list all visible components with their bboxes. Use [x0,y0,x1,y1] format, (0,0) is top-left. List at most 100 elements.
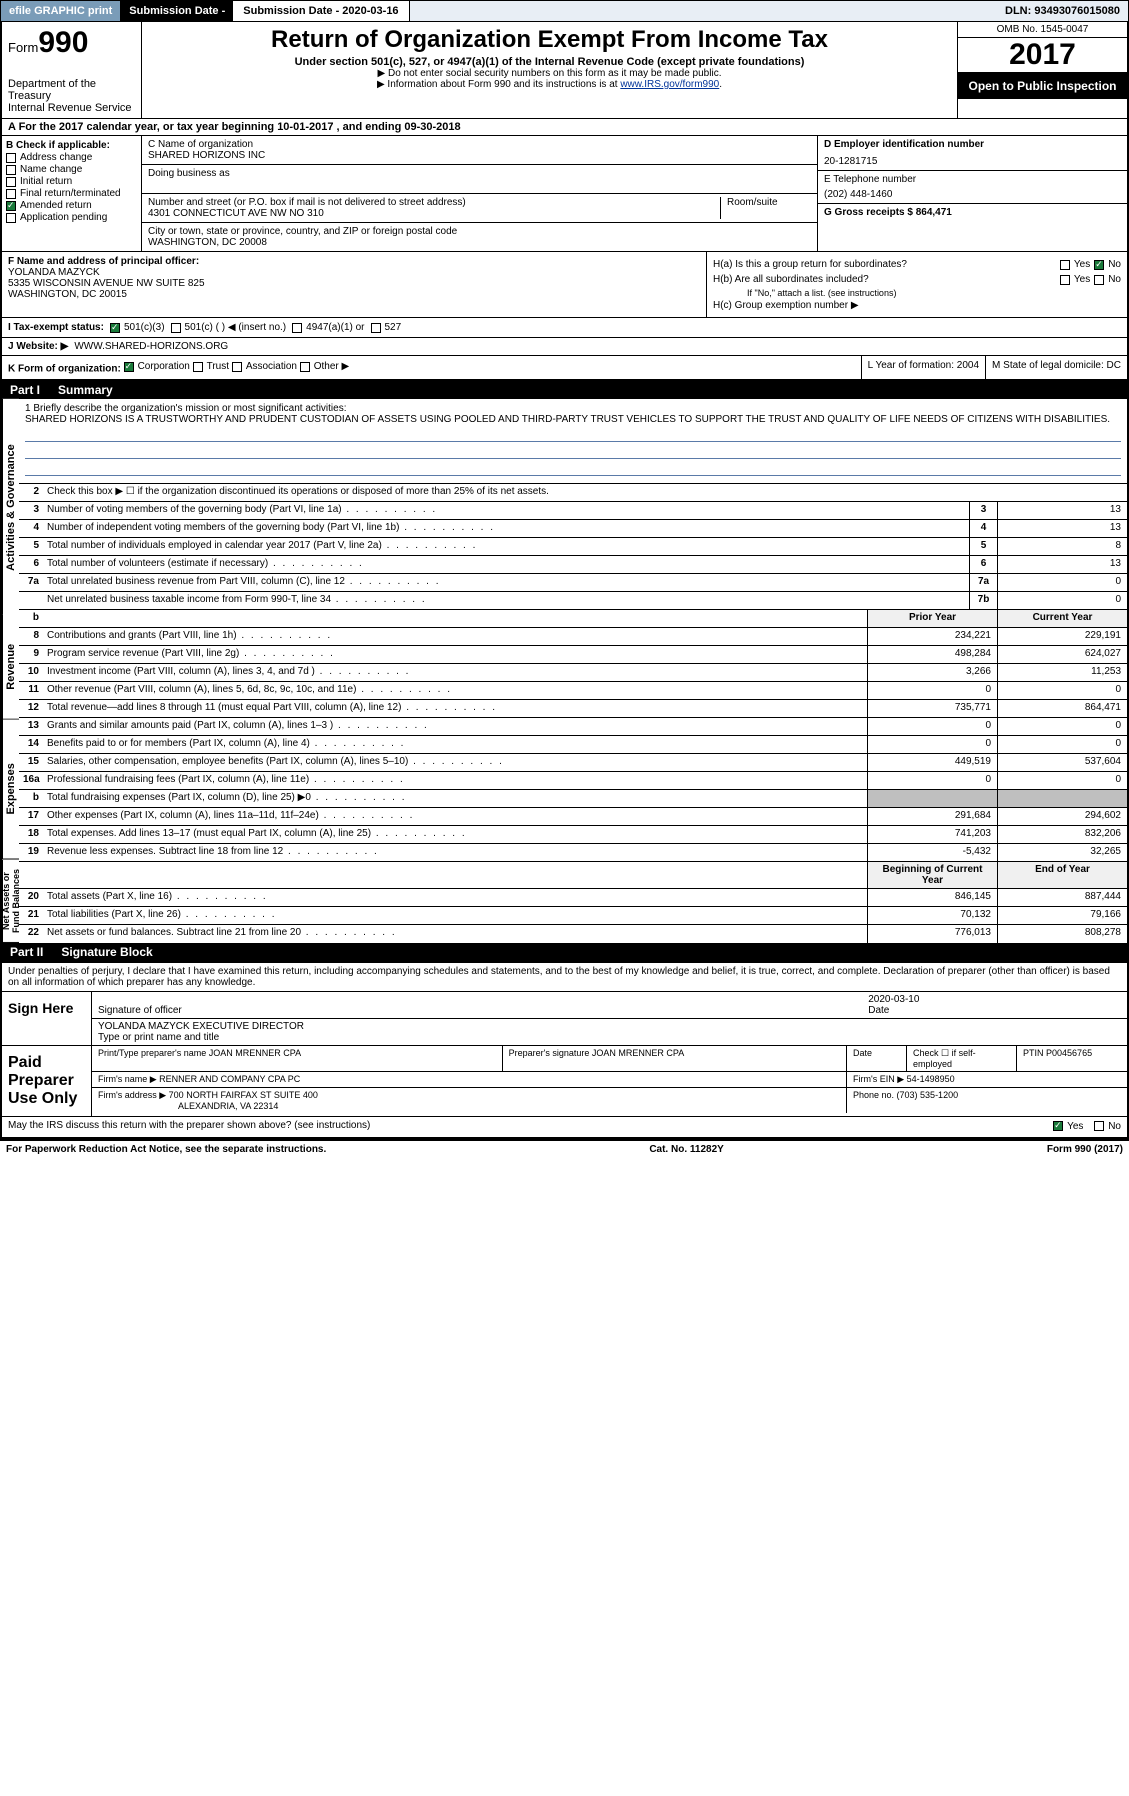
summary-row: 4Number of independent voting members of… [19,520,1127,538]
form-subtitle: Under section 501(c), 527, or 4947(a)(1)… [148,56,951,68]
hb-no[interactable]: No [1094,274,1121,285]
revenue-row: 12Total revenue—add lines 8 through 11 (… [19,700,1127,718]
officer-name-title: YOLANDA MAZYCK EXECUTIVE DIRECTOR [98,1021,304,1032]
summary-row: 5Total number of individuals employed in… [19,538,1127,556]
summary-row: Net unrelated business taxable income fr… [19,592,1127,610]
dba-cell: Doing business as [142,165,817,194]
omb-number: OMB No. 1545-0047 [958,22,1127,38]
phone-cell: E Telephone number (202) 448-1460 [818,171,1127,204]
expense-row: 19Revenue less expenses. Subtract line 1… [19,844,1127,862]
note-info: ▶ Information about Form 990 and its ins… [148,79,951,90]
discuss-no[interactable]: No [1094,1121,1121,1132]
hc-label: H(c) Group exemption number ▶ [713,300,1121,311]
note-ssn: ▶ Do not enter social security numbers o… [148,68,951,79]
ha-label: H(a) Is this a group return for subordin… [713,259,907,270]
org-trust[interactable]: Trust [193,361,229,372]
vlabel-revenue: Revenue [2,615,19,720]
hdr-end-year: End of Year [997,862,1127,888]
status-501c[interactable]: 501(c) ( ) ◀ (insert no.) [171,322,287,333]
firm-city: ALEXANDRIA, VA 22314 [178,1101,278,1111]
website-value: WWW.SHARED-HORIZONS.ORG [74,341,228,352]
website-row: J Website: ▶ WWW.SHARED-HORIZONS.ORG [2,338,1127,356]
status-4947[interactable]: 4947(a)(1) or [292,322,364,333]
firm-ein: Firm's EIN ▶ 54-1498950 [847,1072,1127,1087]
revenue-row: 9Program service revenue (Part VIII, lin… [19,646,1127,664]
officer-addr2: WASHINGTON, DC 20015 [8,289,700,300]
org-association[interactable]: Association [232,361,297,372]
firm-name: RENNER AND COMPANY CPA PC [159,1074,300,1084]
row-klm: K Form of organization: Corporation Trus… [2,356,1127,381]
part1-header: Part I Summary [2,381,1127,399]
preparer-signature: JOAN MRENNER CPA [592,1048,684,1058]
signature-date: 2020-03-10 [868,994,919,1005]
penalty-statement: Under penalties of perjury, I declare th… [2,963,1127,991]
vlabel-governance: Activities & Governance [2,399,19,616]
discuss-yes[interactable]: Yes [1053,1121,1083,1132]
section-b-checkboxes: B Check if applicable: Address change Na… [2,136,142,251]
tax-exempt-status-row: I Tax-exempt status: 501(c)(3) 501(c) ( … [2,318,1127,338]
revenue-row: 10Investment income (Part VIII, column (… [19,664,1127,682]
revenue-row: 11Other revenue (Part VIII, column (A), … [19,682,1127,700]
footer-row: For Paperwork Reduction Act Notice, see … [0,1139,1129,1158]
irs-link[interactable]: www.IRS.gov/form990 [620,79,719,90]
form-header: Form990 Department of the Treasury Inter… [2,22,1127,119]
ein-cell: D Employer identification number 20-1281… [818,136,1127,171]
self-employed-check[interactable]: Check ☐ if self-employed [907,1046,1017,1071]
check-final-return[interactable]: Final return/terminated [6,188,137,199]
expense-row: 18Total expenses. Add lines 13–17 (must … [19,826,1127,844]
check-name-change[interactable]: Name change [6,164,137,175]
dept-treasury: Department of the Treasury [8,78,135,102]
org-name: SHARED HORIZONS INC [148,150,811,161]
principal-officer: F Name and address of principal officer:… [2,252,707,317]
expense-row: 15Salaries, other compensation, employee… [19,754,1127,772]
form-title: Return of Organization Exempt From Incom… [148,26,951,54]
summary-section: Activities & Governance Revenue Expenses… [2,399,1127,943]
ha-yes[interactable]: Yes [1060,259,1090,270]
street-address: 4301 CONNECTICUT AVE NW NO 310 [148,208,714,219]
firm-address: 700 NORTH FAIRFAX ST SUITE 400 [169,1090,318,1100]
q1-label: 1 Briefly describe the organization's mi… [25,403,1121,414]
hdr-beginning-year: Beginning of Current Year [867,862,997,888]
part2-header: Part II Signature Block [2,943,1127,961]
vlabel-net-assets: Net Assets or Fund Balances [2,860,19,943]
revenue-row: 8Contributions and grants (Part VIII, li… [19,628,1127,646]
vlabel-expenses: Expenses [2,720,19,860]
phone-value: (202) 448-1460 [824,189,1121,200]
expense-row: 17Other expenses (Part IX, column (A), l… [19,808,1127,826]
discuss-row: May the IRS discuss this return with the… [2,1116,1127,1138]
status-527[interactable]: 527 [371,322,402,333]
dln: DLN: 93493076015080 [997,3,1128,19]
check-initial-return[interactable]: Initial return [6,176,137,187]
city-state-zip: WASHINGTON, DC 20008 [148,237,811,248]
q2-checkbox-line: Check this box ▶ ☐ if the organization d… [43,484,1127,501]
expense-row: 16aProfessional fundraising fees (Part I… [19,772,1127,790]
submission-date-label: Submission Date - [121,1,233,21]
signature-officer-label: Signature of officer [98,1005,182,1016]
hdr-prior-year: Prior Year [867,610,997,627]
hb-label: H(b) Are all subordinates included? [713,274,869,285]
check-amended-return[interactable]: Amended return [6,200,137,211]
section-a-tax-year: A For the 2017 calendar year, or tax yea… [2,119,1127,136]
efile-link[interactable]: efile GRAPHIC print [1,1,121,21]
check-application-pending[interactable]: Application pending [6,212,137,223]
section-h: H(a) Is this a group return for subordin… [707,252,1127,317]
room-suite-cell: Room/suite [721,197,811,219]
gross-receipts: G Gross receipts $ 864,471 [824,207,1121,218]
status-501c3[interactable]: 501(c)(3) [110,322,165,333]
state-domicile: M State of legal domicile: DC [985,356,1127,379]
org-name-cell: C Name of organization SHARED HORIZONS I… [142,136,817,165]
check-address-change[interactable]: Address change [6,152,137,163]
ha-no[interactable]: No [1094,259,1121,270]
org-other[interactable]: Other ▶ [300,361,349,372]
hb-yes[interactable]: Yes [1060,274,1090,285]
gross-receipts-cell: G Gross receipts $ 864,471 [818,204,1127,221]
officer-name: YOLANDA MAZYCK [8,267,700,278]
ptin-value: P00456765 [1046,1048,1092,1058]
org-corporation[interactable]: Corporation [124,361,190,372]
preparer-name: JOAN MRENNER CPA [209,1048,301,1058]
paid-preparer-label: Paid Preparer Use Only [2,1046,92,1116]
summary-row: 6Total number of volunteers (estimate if… [19,556,1127,574]
ein-value: 20-1281715 [824,156,1121,167]
tax-year: 2017 [958,38,1127,73]
hb-note: If "No," attach a list. (see instruction… [713,288,1121,298]
